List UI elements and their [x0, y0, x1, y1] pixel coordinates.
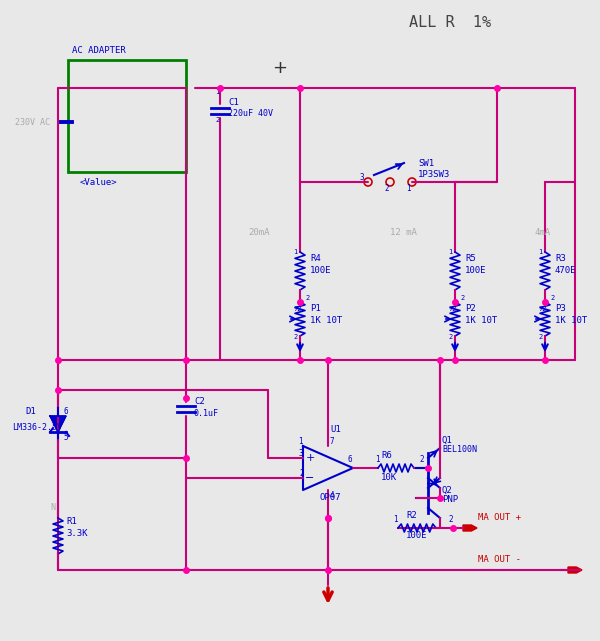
Text: 10K: 10K — [381, 474, 397, 483]
Text: 2: 2 — [538, 334, 542, 340]
Text: 220uF 40V: 220uF 40V — [228, 108, 273, 117]
Text: C1: C1 — [228, 97, 239, 106]
Polygon shape — [50, 416, 66, 432]
Text: 2: 2 — [293, 334, 297, 340]
Text: R3: R3 — [555, 253, 566, 263]
Text: −: − — [305, 473, 314, 483]
Text: 100E: 100E — [465, 265, 487, 274]
Text: 12 mA: 12 mA — [390, 228, 417, 237]
Text: 72: 72 — [293, 306, 301, 312]
Text: +: + — [272, 59, 287, 77]
Text: 1P3SW3: 1P3SW3 — [418, 169, 450, 178]
Polygon shape — [568, 567, 582, 573]
Text: 4mA: 4mA — [535, 228, 551, 237]
Text: 2: 2 — [448, 515, 452, 524]
Bar — [68, 60, 186, 172]
Text: LM336-2.5V: LM336-2.5V — [12, 424, 62, 433]
Text: R6: R6 — [381, 451, 392, 460]
Text: BEL100N: BEL100N — [442, 445, 477, 454]
Text: 3: 3 — [360, 172, 365, 181]
Text: 470E: 470E — [555, 265, 577, 274]
Text: 100E: 100E — [406, 531, 427, 540]
Text: 72: 72 — [448, 306, 457, 312]
Text: SW1: SW1 — [418, 158, 434, 167]
Text: 2: 2 — [419, 456, 424, 465]
Text: 1: 1 — [538, 249, 542, 255]
Text: 2: 2 — [448, 334, 452, 340]
Text: 1K 10T: 1K 10T — [465, 315, 497, 324]
Text: 1: 1 — [298, 438, 302, 447]
Text: D1: D1 — [25, 408, 36, 417]
Text: MA OUT +: MA OUT + — [478, 513, 521, 522]
Text: 1: 1 — [375, 456, 380, 465]
Text: <Value>: <Value> — [80, 178, 118, 187]
Text: Q2: Q2 — [442, 485, 453, 494]
Text: 2: 2 — [550, 295, 554, 301]
Text: 6: 6 — [63, 408, 68, 417]
Text: 1: 1 — [448, 249, 452, 255]
Text: 72: 72 — [538, 306, 547, 312]
Text: 1K 10T: 1K 10T — [310, 315, 342, 324]
Text: AC ADAPTER: AC ADAPTER — [72, 46, 126, 54]
Text: 1: 1 — [406, 183, 410, 192]
Text: R2: R2 — [406, 512, 417, 520]
Text: MA OUT -: MA OUT - — [478, 556, 521, 565]
Text: 2: 2 — [384, 183, 389, 192]
Text: N: N — [50, 503, 55, 513]
Text: 1: 1 — [215, 89, 219, 95]
Text: 4: 4 — [330, 490, 335, 499]
Text: 1K 10T: 1K 10T — [555, 315, 587, 324]
Text: P3: P3 — [555, 303, 566, 313]
Text: 3: 3 — [299, 449, 304, 458]
Text: 2: 2 — [299, 469, 304, 478]
Text: U1: U1 — [330, 426, 341, 435]
Text: 1: 1 — [293, 249, 297, 255]
Text: R4: R4 — [310, 253, 321, 263]
Text: +: + — [305, 453, 314, 463]
Text: ALL R  1%: ALL R 1% — [409, 15, 491, 29]
Text: 3.3K: 3.3K — [66, 529, 88, 538]
Text: P2: P2 — [465, 303, 476, 313]
Text: PNP: PNP — [442, 495, 458, 504]
Text: 5: 5 — [63, 433, 68, 442]
Text: 1: 1 — [393, 515, 398, 524]
Text: R5: R5 — [465, 253, 476, 263]
Text: P1: P1 — [310, 303, 321, 313]
Text: Q1: Q1 — [442, 435, 453, 444]
Text: 7: 7 — [330, 437, 335, 445]
Text: 6: 6 — [348, 456, 353, 465]
Text: 100E: 100E — [310, 265, 331, 274]
Text: 0.1uF: 0.1uF — [194, 408, 219, 417]
Text: 20mA: 20mA — [248, 228, 269, 237]
Text: OP07: OP07 — [320, 494, 341, 503]
Polygon shape — [463, 525, 477, 531]
Text: 230V AC: 230V AC — [15, 117, 50, 126]
Text: 2: 2 — [215, 117, 219, 123]
Text: C2: C2 — [194, 397, 205, 406]
Text: 2: 2 — [460, 295, 464, 301]
Text: R1: R1 — [66, 517, 77, 526]
Text: 2: 2 — [305, 295, 309, 301]
